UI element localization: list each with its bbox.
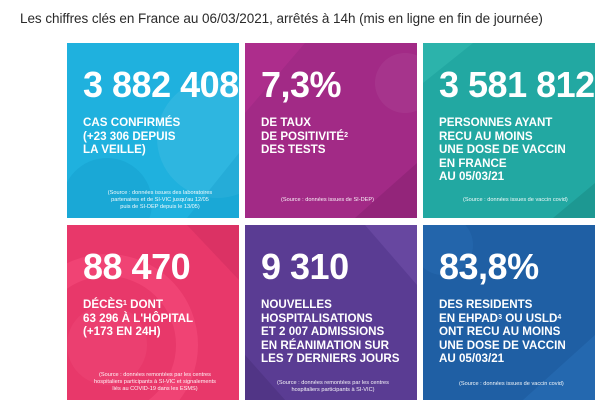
vaccinated-source: (Source : données issues de vaccin covid… [463,197,568,204]
positivity-label-line: DES TESTS [261,143,326,157]
cases-label-line: CAS CONFIRMÉS [83,116,181,129]
card-background-decoration [423,225,595,400]
card-confirmed-cases: 3 882 408 CAS CONFIRMÉS (+23 306 DEPUIS … [67,43,239,218]
footnote-marker: 4 [557,313,562,321]
vaccinated-label-line: EN FRANCE [439,156,507,170]
ehpad-source-line: (Source : données issues de vaccin covid… [459,381,564,387]
ehpad-label-text: OU USLD [501,311,558,325]
hospital-label-line: NOUVELLES [261,298,332,311]
deaths-source: (Source : données remontées par les cent… [75,372,235,393]
positivity-label-text: DE POSITIVITÉ [261,129,345,143]
cases-source-line: partenaires et de SI-VIC jusqu'au 12/05 [111,197,209,203]
vaccinated-label-line: AU 05/03/21 [439,170,505,184]
footnote-marker: 2 [344,131,349,139]
deaths-label-text: DÉCÈS [83,298,123,311]
ehpad-label-line: ONT RECU AU MOINS [439,325,561,339]
ehpad-label-line: AU 05/03/21 [439,352,505,366]
vaccinated-label-line: PERSONNES AYANT [439,116,553,129]
hospital-label: NOUVELLES HOSPITALISATIONS ET 2 007 ADMI… [261,298,400,366]
hospital-label-line: LES 7 DERNIERS JOURS [261,352,400,366]
footnote-marker: 1 [122,300,127,307]
card-vaccinated-people: 3 581 812 PERSONNES AYANT RECU AU MOINS … [423,43,595,218]
key-figures-grid: 3 882 408 CAS CONFIRMÉS (+23 306 DEPUIS … [67,43,595,401]
ehpad-label-line: EN EHPAD3 OU USLD4 [439,312,566,326]
deaths-label-text: DONT [126,298,163,311]
hospital-value: 9 310 [261,246,349,287]
positivity-label-line: DE TAUX [261,116,312,129]
deaths-label-line: 63 296 À L'HÔPITAL [83,311,194,325]
ehpad-label: DES RESIDENTS EN EHPAD3 OU USLD4 ONT REC… [439,298,566,366]
card-background-decoration [67,78,239,218]
cases-label: CAS CONFIRMÉS (+23 306 DEPUIS LA VEILLE) [83,116,180,157]
ehpad-source: (Source : données issues de vaccin covid… [459,381,564,388]
cases-value: 3 882 408 [83,64,239,105]
card-hospitalisations: 9 310 NOUVELLES HOSPITALISATIONS ET 2 00… [245,225,417,400]
cases-label-line: LA VEILLE) [83,143,146,157]
card-background-decoration [245,225,417,400]
ehpad-label-line: DES RESIDENTS [439,298,533,311]
ehpad-label-line: UNE DOSE DE VACCIN [439,338,566,352]
deaths-source-line: hospitaliers participants à SI-VIC et si… [94,379,216,385]
positivity-label: DE TAUX DE POSITIVITÉ2 DES TESTS [261,116,348,157]
page-title: Les chiffres clés en France au 06/03/202… [20,11,543,26]
hospital-source-line: hospitaliers participants à SI-VIC) [291,387,375,393]
hospital-label-line: EN RÉANIMATION SUR [261,338,389,352]
ehpad-label-text: EN EHPAD [439,311,499,325]
positivity-source-line: (Source : données issues de SI-DEP) [281,197,374,203]
deaths-label-line: DÉCÈS1 DONT [83,298,193,312]
card-background-decoration [67,225,239,400]
card-background-decoration [245,43,417,218]
deaths-source-line: liés au COVID-19 dans les ESMS) [112,386,198,392]
cases-source: (Source : données issues des laboratoire… [97,190,223,211]
ehpad-value: 83,8% [439,246,539,287]
cases-label-line: (+23 306 DEPUIS [83,129,176,143]
card-background-decoration [423,43,595,218]
vaccinated-source-line: (Source : données issues de vaccin covid… [463,197,568,203]
vaccinated-value: 3 581 812 [439,64,595,105]
deaths-source-line: (Source : données remontées par les cent… [99,372,211,378]
card-deaths: 88 470 DÉCÈS1 DONT 63 296 À L'HÔPITAL (+… [67,225,239,400]
deaths-label-line: (+173 EN 24H) [83,325,161,339]
card-positivity-rate: 7,3% DE TAUX DE POSITIVITÉ2 DES TESTS (S… [245,43,417,218]
vaccinated-label-line: RECU AU MOINS [439,129,533,143]
positivity-value: 7,3% [261,64,342,105]
positivity-label-line: DE POSITIVITÉ2 [261,130,348,144]
hospital-source: (Source : données remontées par les cent… [255,380,411,394]
cases-source-line: (Source : données issues des laboratoire… [107,190,213,196]
vaccinated-label-line: UNE DOSE DE VACCIN [439,143,566,157]
deaths-label: DÉCÈS1 DONT 63 296 À L'HÔPITAL (+173 EN … [83,298,193,339]
hospital-source-line: (Source : données remontées par les cent… [277,380,389,386]
positivity-source: (Source : données issues de SI-DEP) [281,197,374,204]
vaccinated-label: PERSONNES AYANT RECU AU MOINS UNE DOSE D… [439,116,566,184]
hospital-label-line: ET 2 007 ADMISSIONS [261,325,385,339]
deaths-value: 88 470 [83,246,191,287]
hospital-label-line: HOSPITALISATIONS [261,311,373,325]
footnote-marker: 3 [498,313,502,321]
card-ehpad-residents: 83,8% DES RESIDENTS EN EHPAD3 OU USLD4 O… [423,225,595,400]
cases-source-line: puis de SI-DEP depuis le 13/05) [120,204,200,210]
